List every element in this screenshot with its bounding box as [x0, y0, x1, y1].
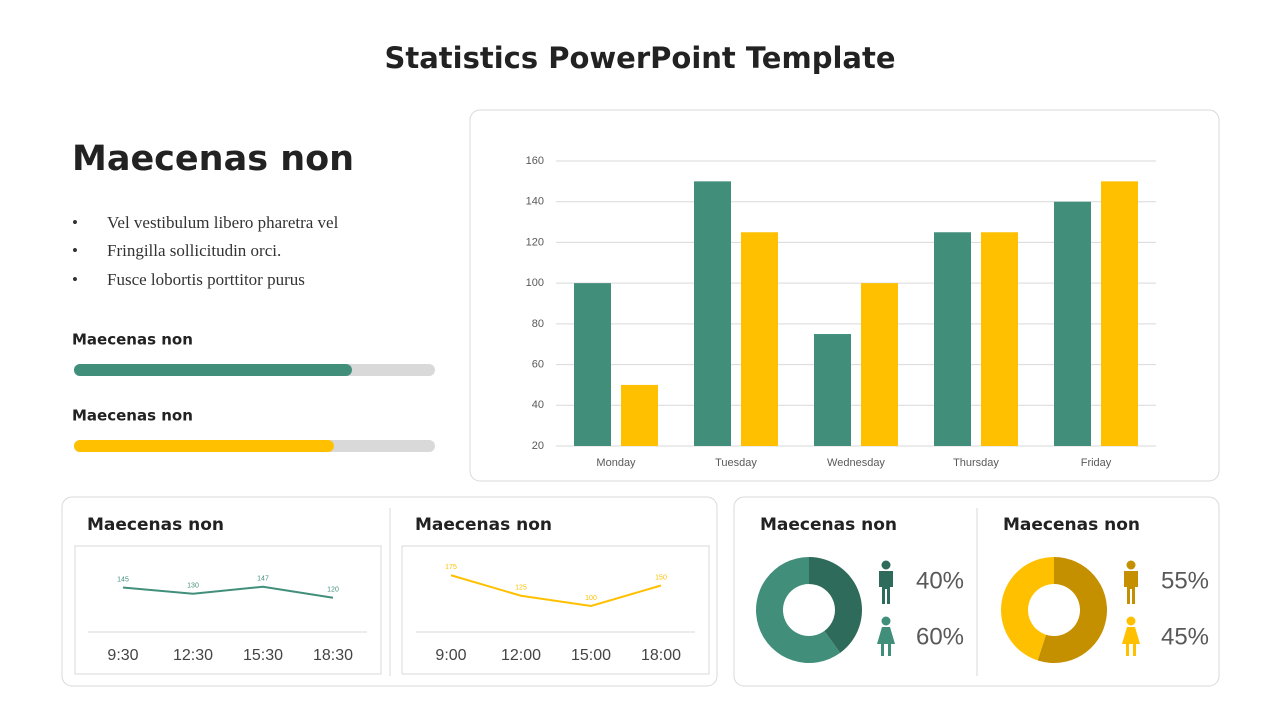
y-tick-label: 20 [532, 440, 544, 452]
bar [621, 384, 658, 446]
line [122, 585, 334, 599]
x-tick-label: Wednesday [827, 457, 885, 469]
y-tick-label: 80 [532, 318, 544, 330]
icon-head [881, 560, 891, 570]
data-label: 145 [117, 576, 129, 583]
bar [934, 232, 971, 446]
x-tick-label: Thursday [953, 457, 999, 469]
y-tick-label: 60 [532, 358, 544, 370]
x-tick-label: Monday [596, 457, 636, 469]
bar [814, 334, 851, 446]
y-tick-label: 120 [526, 236, 544, 248]
male-icon [1124, 560, 1138, 604]
y-tick-label: 40 [532, 399, 544, 411]
data-label: 130 [187, 583, 199, 590]
progress-bar [74, 364, 352, 376]
data-label: 147 [257, 576, 269, 583]
icon-body [1124, 571, 1138, 604]
bar [861, 283, 898, 446]
data-label: 150 [655, 574, 667, 581]
percent-label: 45% [1161, 623, 1209, 650]
bullet: Fusce lobortis porttitor purus [107, 270, 305, 289]
x-tick-label: 9:00 [435, 647, 466, 664]
y-tick-label: 140 [526, 196, 544, 208]
x-tick-label: 15:00 [571, 647, 611, 664]
progress-bar [74, 440, 334, 452]
percent-label: 55% [1161, 567, 1209, 594]
bar [981, 232, 1018, 446]
chart-title: Maecenas non [1003, 515, 1140, 535]
bar [1101, 181, 1138, 446]
data-label: 125 [515, 585, 527, 592]
x-tick-label: 12:30 [173, 647, 213, 664]
data-label: 100 [585, 595, 597, 602]
donut-segment [809, 557, 862, 653]
donut-segment [1000, 557, 1054, 661]
line-box [74, 545, 382, 675]
intro-heading: Maecenas non [72, 139, 354, 179]
x-tick-label: 18:00 [641, 647, 681, 664]
bar [1054, 201, 1091, 446]
progress-label: Maecenas non [72, 407, 193, 425]
bullet-dot: • [72, 213, 78, 232]
female-icon [877, 616, 895, 656]
x-tick-label: 9:30 [107, 647, 138, 664]
bar [694, 181, 731, 446]
bullet: Fringilla sollicitudin orci. [107, 241, 281, 260]
progress-label: Maecenas non [72, 331, 193, 349]
line-box [401, 545, 710, 675]
y-tick-label: 100 [526, 277, 544, 289]
percent-label: 40% [916, 567, 964, 594]
slide-title: Statistics PowerPoint Template [384, 41, 895, 75]
y-tick-label: 160 [526, 155, 544, 167]
data-label: 175 [445, 564, 457, 571]
icon-head [1126, 616, 1136, 626]
bullet-dot: • [72, 241, 78, 260]
bar [741, 232, 778, 446]
icon-body [877, 627, 895, 656]
percent-label: 60% [916, 623, 964, 650]
donut-segment [1037, 557, 1107, 663]
bar [574, 283, 611, 446]
icon-body [879, 571, 893, 604]
bullet: Vel vestibulum libero pharetra vel [107, 213, 339, 232]
chart-title: Maecenas non [415, 515, 552, 535]
female-icon [1122, 616, 1140, 656]
donut-segment [756, 557, 841, 663]
chart-title: Maecenas non [760, 515, 897, 535]
x-tick-label: 15:30 [243, 647, 283, 664]
x-tick-label: 18:30 [313, 647, 353, 664]
x-tick-label: 12:00 [501, 647, 541, 664]
male-icon [879, 560, 893, 604]
icon-body [1122, 627, 1140, 656]
bullet-dot: • [72, 270, 78, 289]
line [450, 574, 662, 608]
icon-head [881, 616, 891, 626]
data-label: 120 [327, 587, 339, 594]
x-tick-label: Friday [1081, 457, 1112, 469]
chart-title: Maecenas non [87, 515, 224, 535]
x-tick-label: Tuesday [715, 457, 757, 469]
icon-head [1126, 560, 1136, 570]
